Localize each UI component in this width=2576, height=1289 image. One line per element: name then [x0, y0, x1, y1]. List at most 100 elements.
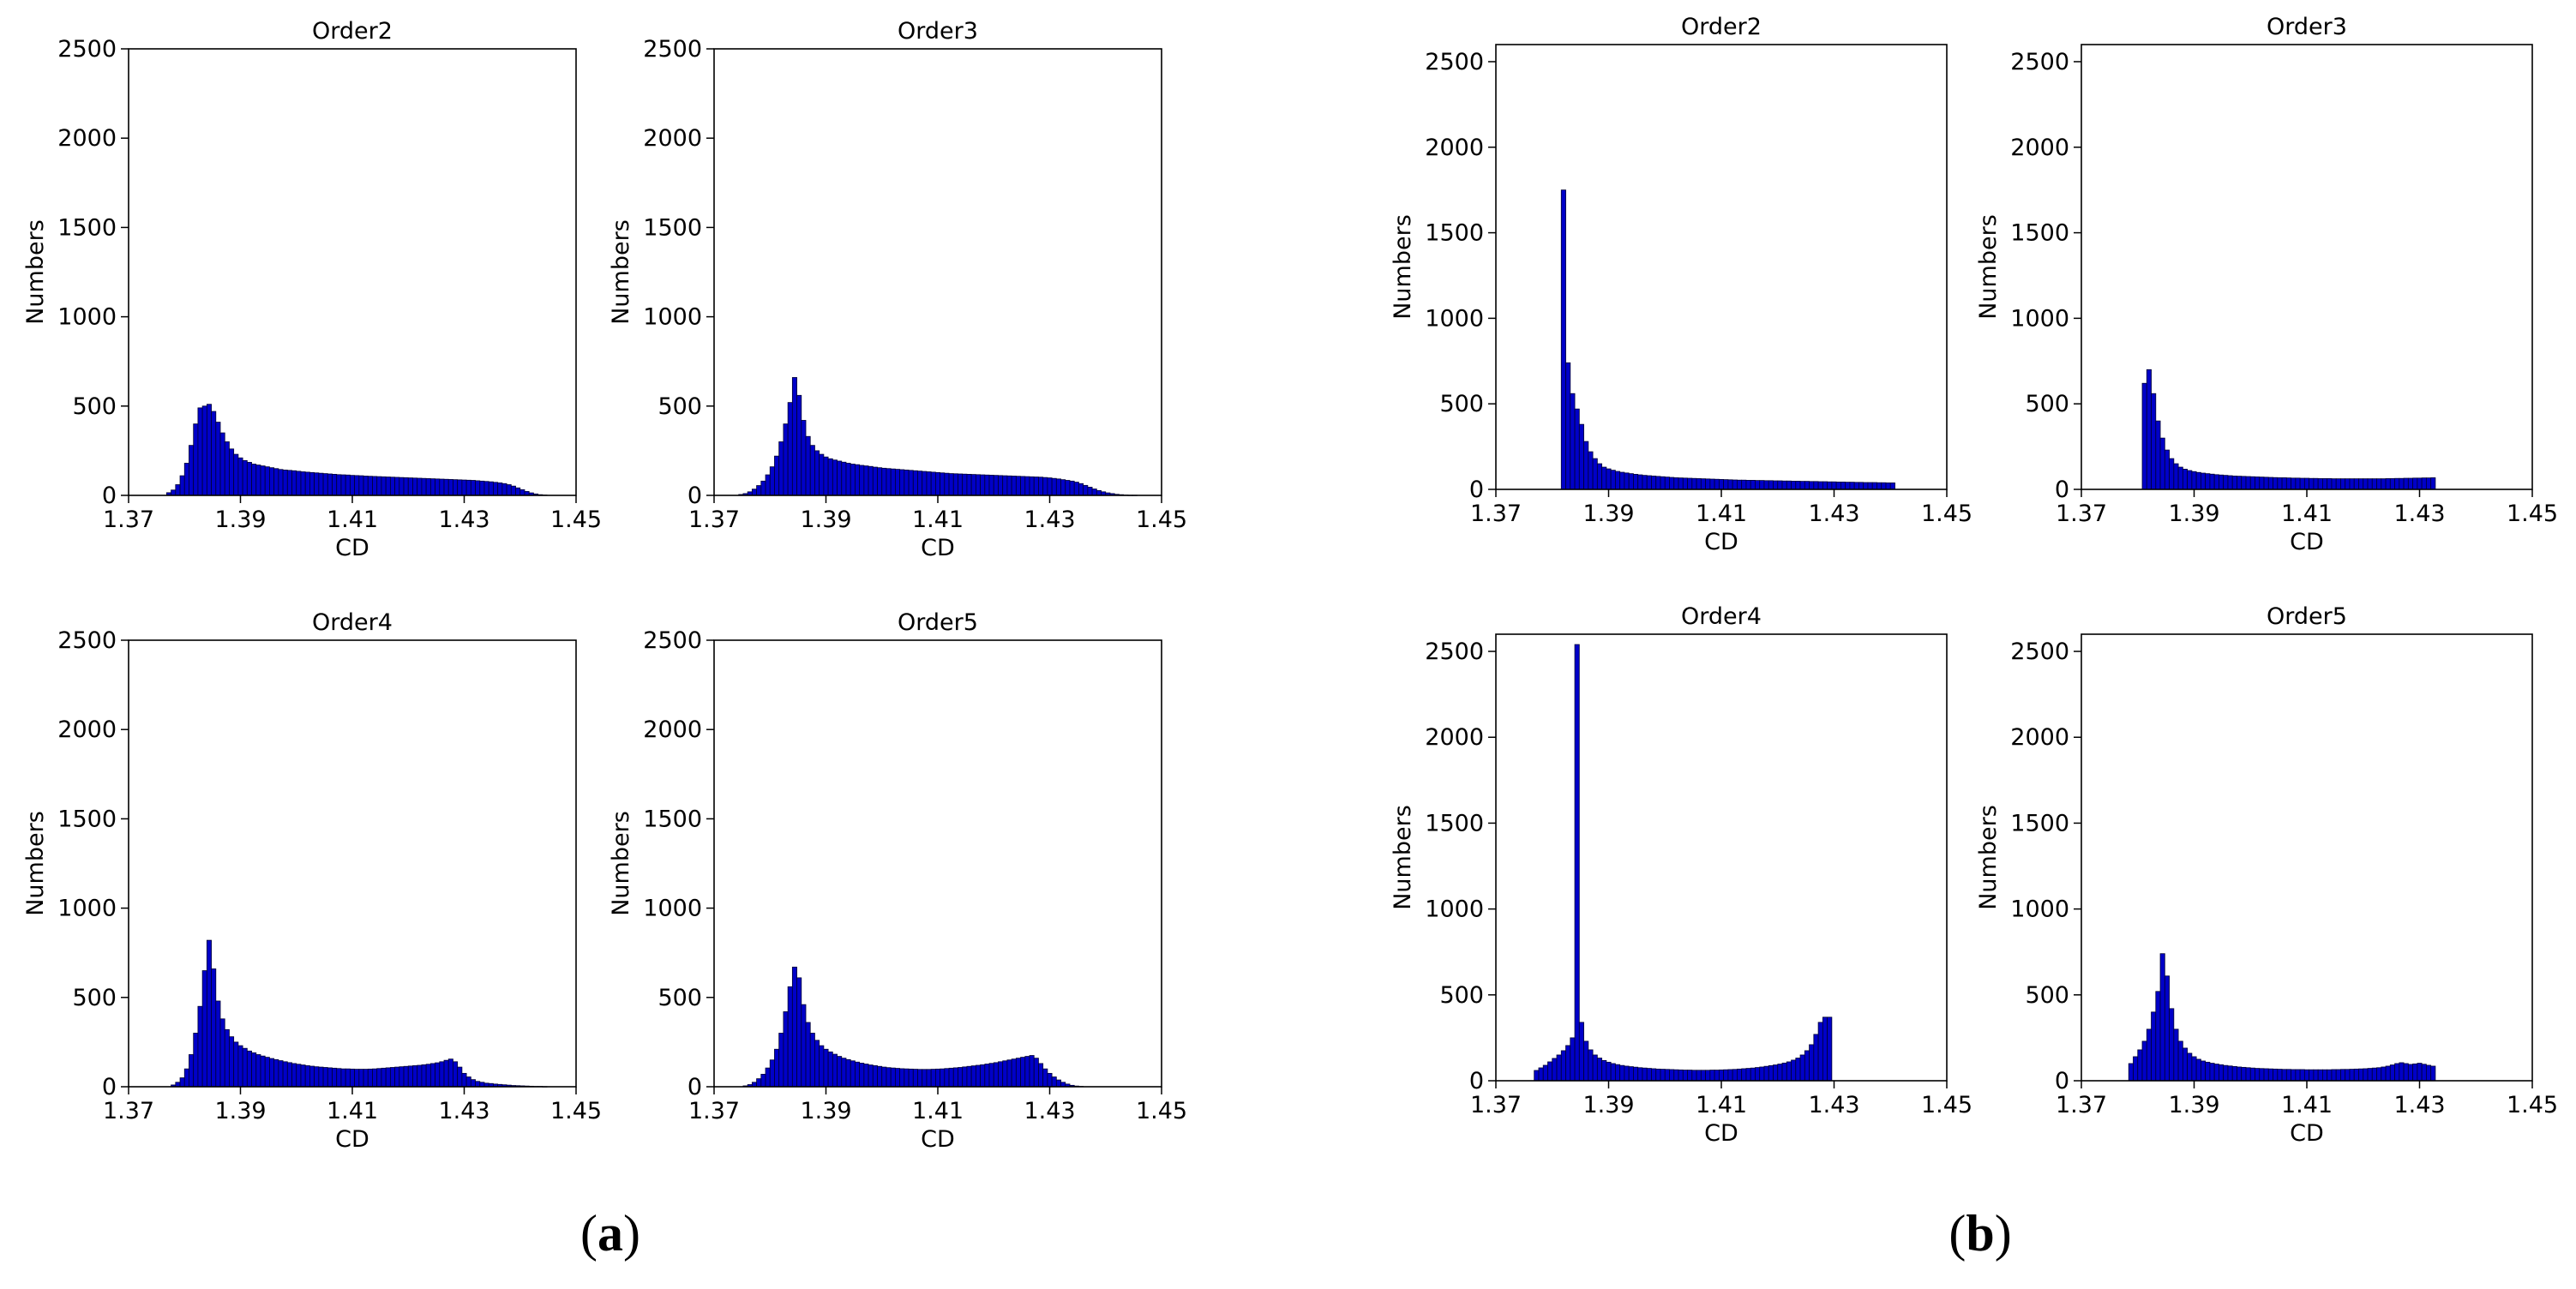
- chart-a-order2-bar: [479, 480, 485, 496]
- chart-a-order4-bar: [179, 1077, 185, 1088]
- chart-b-order3-bar: [2291, 477, 2297, 490]
- chart-a-order4-ytick-label: 500: [72, 985, 117, 1011]
- chart-a-order3-bar: [895, 469, 901, 496]
- chart-a-order4-xtick-label: 1.45: [550, 1098, 602, 1124]
- chart-a-order4-bar: [322, 1067, 328, 1088]
- chart-b-order4-bar: [1822, 1016, 1828, 1082]
- chart-b-order2-bar: [1809, 481, 1815, 490]
- chart-a-order2-bar: [175, 484, 181, 496]
- chart-a-order5-bar: [805, 1022, 811, 1088]
- chart-a-order4-bar: [421, 1064, 427, 1088]
- chart-a-order2-xtick-label: 1.37: [103, 507, 154, 533]
- chart-a-order2-ylabel: Numbers: [22, 219, 49, 325]
- chart-a-order3-bar: [827, 458, 833, 496]
- chart-b-order5-bar: [2394, 1063, 2400, 1082]
- chart-a-order3-ytick-label: 1000: [643, 304, 702, 331]
- chart-a-order4-bar: [264, 1057, 270, 1088]
- chart-a-order3-bar: [899, 469, 905, 496]
- chart-a-order2-bar: [251, 464, 257, 496]
- chart-b-order3-xtick-label: 1.37: [2056, 501, 2107, 527]
- chart-b-order4-bar: [1592, 1054, 1598, 1082]
- chart-a-order5-bar: [998, 1061, 1004, 1088]
- chart-a-order5-bar: [855, 1061, 861, 1088]
- caption-b-open: (: [1949, 1205, 1967, 1262]
- chart-b-order2-bars: [1560, 189, 1895, 490]
- chart-b-order3-bar: [2335, 478, 2341, 490]
- chart-a-order3-bar: [881, 467, 887, 496]
- chart-a-order4-title: Order4: [312, 609, 393, 636]
- chart-a-order4-bar: [381, 1067, 387, 1088]
- chart-a-order4-bar: [309, 1065, 315, 1088]
- chart-a-order3-bar: [801, 420, 807, 496]
- chart-b-order3-bar: [2200, 472, 2207, 490]
- chart-a-order2-bar: [447, 479, 453, 496]
- chart-b-order2: 1.37 1.39 1.41 1.43 1.45 0 500 1000 1500 2000 2500…: [1390, 14, 1973, 555]
- chart-b-order3-ytick-label: 1000: [2010, 305, 2069, 332]
- chart-a-order5-bar: [988, 1063, 994, 1088]
- chart-a-order4-bar: [385, 1067, 391, 1088]
- chart-b-order5-ytick-label: 0: [2055, 1068, 2069, 1094]
- chart-b-order4-bar: [1763, 1065, 1769, 1082]
- chart-a-order3-ytick-label: 2000: [643, 125, 702, 152]
- chart-a-order5-bar: [823, 1048, 829, 1088]
- chart-a-order3-bar: [930, 471, 936, 496]
- chart-a-order4-bar: [376, 1068, 382, 1088]
- chart-a-order5-bar: [796, 977, 802, 1088]
- chart-b-order5-bar: [2195, 1058, 2201, 1082]
- chart-b-order2-bar: [1741, 479, 1747, 490]
- chart-a-order5-bar: [801, 1004, 807, 1088]
- chart-a-order2-bar: [376, 476, 382, 496]
- chart-a-order2-xtick-label: 1.45: [550, 507, 602, 533]
- chart-b-order3-bar: [2151, 393, 2157, 490]
- chart-b-order3-bar: [2327, 478, 2333, 490]
- chart-b-order3-bar: [2209, 473, 2215, 490]
- chart-b-order5-plot-area: [2081, 634, 2532, 1081]
- chart-a-order4: 1.37 1.39 1.41 1.43 1.45 0 500 1000 1500 2000 2500…: [22, 609, 602, 1153]
- chart-a-order2-bar: [309, 471, 315, 496]
- chart-a-order3-bar: [917, 471, 923, 496]
- chart-b-order2-bar: [1619, 471, 1625, 490]
- chart-b-order3: 1.37 1.39 1.41 1.43 1.45 0 500 1000 1500 2000 2500…: [1975, 14, 2558, 555]
- chart-a-order4-bar: [345, 1068, 351, 1088]
- chart-a-order3-xtick-label: 1.43: [1024, 507, 1075, 533]
- chart-a-order2-ytick-label: 500: [72, 393, 117, 420]
- chart-a-order2-bar: [381, 476, 387, 496]
- chart-b-order3-bar: [2195, 471, 2201, 490]
- chart-b-order3-bar: [2322, 478, 2328, 490]
- chart-a-order2-bar: [224, 441, 230, 496]
- chart-a-order2-bar: [439, 478, 445, 496]
- chart-a-order4-ytick-label: 1500: [57, 806, 117, 832]
- chart-a-order5-bar: [1006, 1059, 1012, 1088]
- chart-a-order4-bar: [314, 1066, 320, 1088]
- chart-a-order3-bar: [774, 455, 780, 496]
- chart-b-order4-bar: [1633, 1066, 1639, 1082]
- chart-a-order2-bar: [358, 475, 364, 496]
- chart-a-order4-bar: [425, 1064, 431, 1088]
- chart-a-order5-bar: [787, 986, 793, 1088]
- chart-a-order3-bar: [1060, 479, 1066, 496]
- chart-b-order3-ytick-label: 2500: [2010, 49, 2069, 75]
- chart-a-order5-bar: [1029, 1055, 1035, 1088]
- chart-a-order2-bar: [519, 489, 525, 496]
- chart-b-order3-bar: [2241, 476, 2247, 490]
- chart-b-order4-bar: [1813, 1034, 1819, 1082]
- chart-b-order2-xtick-label: 1.43: [1808, 501, 1859, 527]
- chart-a-order2-bar: [206, 404, 212, 496]
- chart-b-order3-bar: [2421, 477, 2427, 490]
- chart-a-order3-bar: [1015, 476, 1021, 496]
- chart-a-order3-bar: [890, 468, 896, 496]
- chart-b-order2-bar: [1691, 477, 1697, 490]
- chart-b-order4-ytick-label: 0: [1469, 1068, 1484, 1094]
- chart-b-order5-bar: [2291, 1069, 2297, 1082]
- chart-a-order3: 1.37 1.39 1.41 1.43 1.45 0 500 1000 1500 2000 2500…: [608, 18, 1187, 561]
- chart-a-order3-bar: [1020, 476, 1026, 496]
- chart-b-order3-bar: [2285, 477, 2291, 490]
- chart-b-order2-bar: [1646, 475, 1652, 490]
- chart-b-order3-bar: [2399, 477, 2405, 490]
- chart-a-order3-bar: [850, 464, 856, 496]
- chart-a-order4-xtick-label: 1.37: [103, 1098, 154, 1124]
- chart-a-order5-bar: [783, 1011, 789, 1088]
- chart-b-order3-bar: [2205, 473, 2211, 490]
- chart-a-order4-bar: [296, 1064, 302, 1088]
- chart-a-order2-bar: [354, 475, 360, 496]
